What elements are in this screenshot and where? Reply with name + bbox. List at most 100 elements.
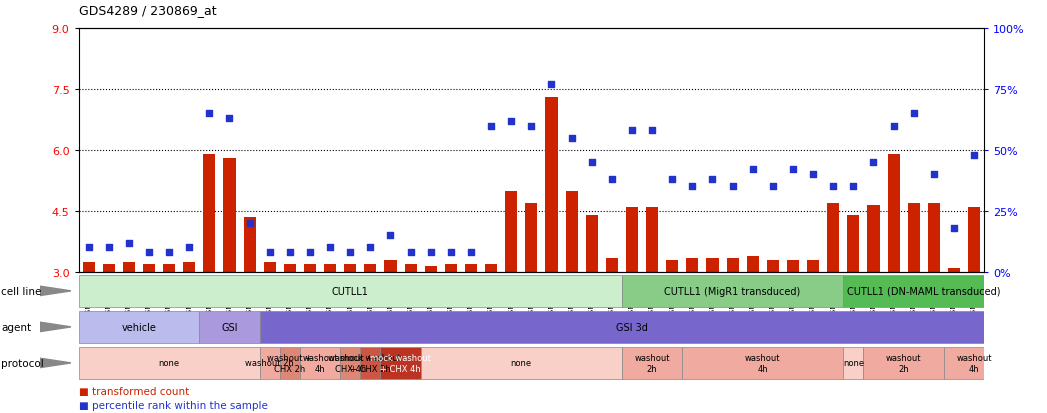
- Bar: [143, 264, 155, 272]
- Point: [784, 167, 801, 173]
- Bar: [968, 207, 980, 272]
- Point: [321, 244, 338, 251]
- Point: [926, 171, 942, 178]
- Text: washout
2h: washout 2h: [886, 354, 921, 373]
- Bar: [787, 260, 799, 272]
- Text: mock washout
+ CHX 4h: mock washout + CHX 4h: [370, 354, 431, 373]
- Text: CUTLL1 (MigR1 transduced): CUTLL1 (MigR1 transduced): [665, 286, 801, 296]
- Point: [965, 152, 982, 159]
- Point: [885, 123, 901, 130]
- Text: ■ transformed count: ■ transformed count: [79, 386, 188, 396]
- Bar: [304, 264, 316, 272]
- Bar: [404, 264, 417, 272]
- Point: [764, 184, 781, 190]
- Point: [382, 233, 399, 239]
- Bar: [766, 260, 779, 272]
- Point: [503, 118, 519, 125]
- Bar: [340, 347, 360, 379]
- Bar: [843, 347, 864, 379]
- Point: [845, 184, 862, 190]
- Point: [684, 184, 700, 190]
- Point: [302, 249, 318, 256]
- Bar: [360, 347, 380, 379]
- Point: [160, 249, 177, 256]
- Bar: [244, 217, 255, 272]
- Bar: [626, 207, 638, 272]
- Bar: [868, 205, 879, 272]
- Bar: [888, 154, 899, 272]
- Bar: [847, 216, 860, 272]
- Point: [181, 244, 198, 251]
- Polygon shape: [40, 323, 71, 332]
- Bar: [707, 258, 718, 272]
- Point: [704, 176, 720, 183]
- Text: protocol: protocol: [1, 358, 44, 368]
- Point: [725, 184, 741, 190]
- Text: none: none: [158, 358, 180, 368]
- Bar: [79, 311, 199, 343]
- Point: [603, 176, 620, 183]
- Bar: [325, 264, 336, 272]
- Bar: [364, 264, 376, 272]
- Bar: [421, 347, 622, 379]
- Bar: [646, 207, 659, 272]
- Bar: [264, 262, 275, 272]
- Bar: [687, 258, 698, 272]
- Text: GSI 3d: GSI 3d: [616, 322, 648, 332]
- Bar: [622, 347, 683, 379]
- Point: [81, 244, 97, 251]
- Text: CUTLL1 (DN-MAML transduced): CUTLL1 (DN-MAML transduced): [847, 286, 1001, 296]
- Bar: [506, 191, 517, 272]
- Text: none: none: [843, 358, 864, 368]
- Point: [522, 123, 540, 130]
- Point: [241, 220, 258, 227]
- Bar: [163, 264, 175, 272]
- Text: washout +
CHX 2h: washout + CHX 2h: [267, 354, 312, 373]
- Point: [120, 240, 137, 246]
- Text: washout
2h: washout 2h: [634, 354, 670, 373]
- Text: mock washout
+ CHX 2h: mock washout + CHX 2h: [340, 354, 401, 373]
- Polygon shape: [40, 358, 71, 368]
- Text: washout
4h: washout 4h: [745, 354, 781, 373]
- Point: [583, 159, 600, 166]
- Bar: [944, 347, 1004, 379]
- Text: ■ percentile rank within the sample: ■ percentile rank within the sample: [79, 400, 267, 410]
- Text: washout
4h: washout 4h: [303, 354, 338, 373]
- Bar: [284, 264, 296, 272]
- Point: [402, 249, 419, 256]
- Text: vehicle: vehicle: [121, 322, 156, 332]
- Point: [140, 249, 157, 256]
- Point: [624, 128, 641, 134]
- Bar: [485, 264, 497, 272]
- Point: [463, 249, 480, 256]
- Bar: [79, 275, 622, 307]
- Text: GSI: GSI: [221, 322, 238, 332]
- Point: [443, 249, 460, 256]
- Bar: [908, 203, 919, 272]
- Bar: [384, 260, 397, 272]
- Bar: [260, 311, 1004, 343]
- Bar: [425, 266, 437, 272]
- Bar: [622, 275, 843, 307]
- Point: [805, 171, 822, 178]
- Text: washout 2h: washout 2h: [245, 358, 294, 368]
- Point: [825, 184, 842, 190]
- Bar: [948, 268, 960, 272]
- Point: [945, 225, 962, 232]
- Point: [422, 249, 439, 256]
- Point: [644, 128, 661, 134]
- Bar: [83, 262, 94, 272]
- Bar: [843, 275, 1004, 307]
- Bar: [827, 203, 840, 272]
- Bar: [103, 264, 115, 272]
- Bar: [683, 347, 843, 379]
- Text: GDS4289 / 230869_at: GDS4289 / 230869_at: [79, 4, 216, 17]
- Bar: [223, 159, 236, 272]
- Point: [543, 81, 560, 88]
- Bar: [122, 262, 135, 272]
- Text: washout +
CHX 4h: washout + CHX 4h: [328, 354, 373, 373]
- Bar: [203, 154, 216, 272]
- Bar: [344, 264, 356, 272]
- Bar: [299, 347, 340, 379]
- Bar: [380, 347, 421, 379]
